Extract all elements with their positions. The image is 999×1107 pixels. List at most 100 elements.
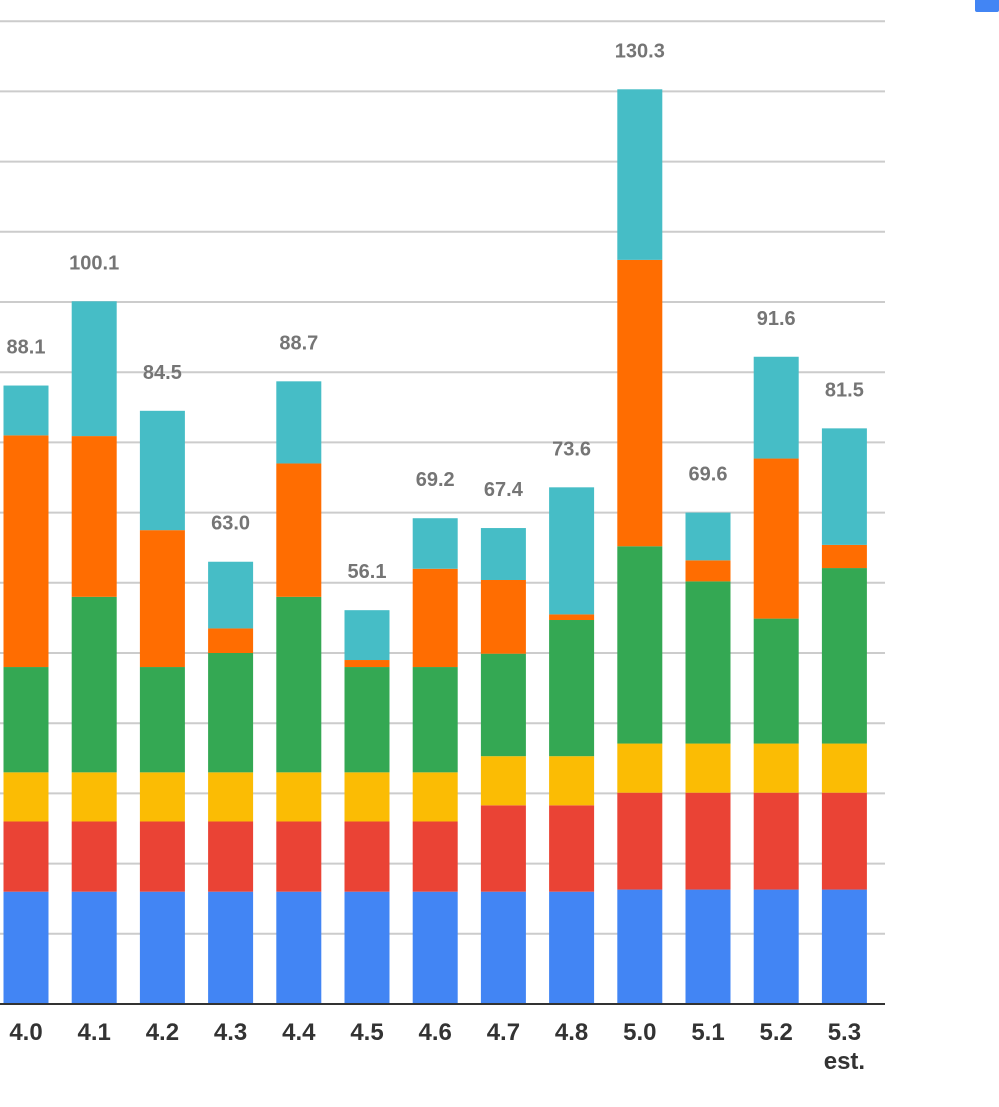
bar-segment-5.0-s6 — [617, 89, 663, 260]
x-tick-label-line: 5.2 — [760, 1019, 793, 1046]
bar-segment-4.6-s6 — [412, 518, 458, 569]
bar-segment-4.4-s3 — [276, 772, 322, 822]
bar-segment-5.3-s1 — [821, 889, 867, 1004]
bar-segment-4.0-s3 — [3, 772, 49, 822]
total-label-4.4: 88.7 — [279, 332, 318, 354]
x-tick-label-4.5: 4.5 — [350, 1019, 383, 1046]
x-tick-label-line: 4.3 — [214, 1019, 247, 1046]
bar-segment-5.0-s5 — [617, 259, 663, 547]
bar-segment-5.1-s6 — [685, 512, 731, 561]
bar-segment-4.7-s6 — [480, 528, 526, 580]
x-tick-label-4.6: 4.6 — [419, 1019, 452, 1046]
x-tick-label-line: 4.7 — [487, 1019, 520, 1046]
bar-segment-4.3-s3 — [208, 772, 254, 822]
bar-segment-5.2-s2 — [753, 792, 799, 890]
bar-segment-4.4-s6 — [276, 381, 322, 464]
x-tick-label-5.1: 5.1 — [691, 1019, 724, 1046]
x-tick-label-4.3: 4.3 — [214, 1019, 247, 1046]
bar-segment-4.8-s3 — [549, 756, 595, 806]
bar-segment-4.0-s6 — [3, 385, 49, 436]
bar-segment-4.6-s1 — [412, 891, 458, 1004]
legend-swatch — [975, 0, 999, 12]
total-label-4.5: 56.1 — [348, 561, 387, 583]
x-tick-label-5.3: 5.3 est. — [824, 1019, 865, 1075]
bar-segment-4.5-s1 — [344, 891, 390, 1004]
bar-segment-4.0-s4 — [3, 667, 49, 773]
bar-segment-4.8-s2 — [549, 805, 595, 892]
bar-segment-5.0-s3 — [617, 743, 663, 793]
bar-segment-5.1-s4 — [685, 581, 731, 744]
bar-segment-4.7-s4 — [480, 653, 526, 757]
bar-segment-4.2-s4 — [139, 667, 185, 773]
bars — [3, 89, 867, 1004]
x-tick-label-line: 4.8 — [555, 1019, 588, 1046]
bar-segment-4.5-s4 — [344, 667, 390, 773]
bar-segment-4.3-s4 — [208, 653, 254, 773]
bar-segment-4.3-s2 — [208, 821, 254, 892]
bar-segment-5.0-s2 — [617, 792, 663, 890]
total-label-5.2: 91.6 — [757, 308, 796, 330]
bar-segment-5.2-s1 — [753, 889, 799, 1004]
x-tick-label-4.2: 4.2 — [146, 1019, 179, 1046]
total-label-4.6: 69.2 — [416, 469, 455, 491]
bar-segment-4.4-s5 — [276, 463, 322, 597]
bar-segment-5.0-s1 — [617, 889, 663, 1004]
total-label-5.0: 130.3 — [615, 40, 665, 62]
bar-segment-4.3-s1 — [208, 891, 254, 1004]
total-label-5.3: 81.5 — [825, 379, 864, 401]
bar-segment-4.5-s3 — [344, 772, 390, 822]
x-tick-label-4.1: 4.1 — [78, 1019, 111, 1046]
bar-segment-4.2-s6 — [139, 410, 185, 531]
x-tick-label-line: 5.3 — [828, 1019, 861, 1046]
bar-segment-4.5-s2 — [344, 821, 390, 892]
x-tick-label-line: 5.0 — [623, 1019, 656, 1046]
x-tick-label-line: 4.6 — [419, 1019, 452, 1046]
bar-segment-4.8-s6 — [549, 487, 595, 615]
x-tick-label-line: 4.0 — [9, 1019, 42, 1046]
bar-segment-4.5-s5 — [344, 660, 390, 668]
bar-segment-4.0-s1 — [3, 891, 49, 1004]
bar-segment-5.3-s2 — [821, 792, 867, 890]
bar-segment-4.0-s2 — [3, 821, 49, 892]
total-labels: 88.1 100.1 84.5 63.0 88.7 56.1 69.2 67.4 73.6 130… — [7, 40, 864, 583]
bar-segment-4.1-s2 — [71, 821, 117, 892]
bar-segment-5.1-s3 — [685, 743, 731, 793]
bar-segment-4.6-s2 — [412, 821, 458, 892]
bar-segment-5.3-s3 — [821, 743, 867, 793]
bar-segment-4.6-s5 — [412, 568, 458, 668]
bar-segment-4.0-s5 — [3, 435, 49, 668]
bar-segment-4.7-s1 — [480, 891, 526, 1004]
bar-segment-4.7-s3 — [480, 756, 526, 806]
bar-segment-5.2-s5 — [753, 458, 799, 619]
bar-segment-4.3-s5 — [208, 628, 254, 653]
bar-segment-4.5-s6 — [344, 610, 390, 661]
total-label-5.1: 69.6 — [689, 464, 728, 486]
x-tick-label-line: 5.1 — [691, 1019, 724, 1046]
x-tick-label-4.8: 4.8 — [555, 1019, 588, 1046]
total-label-4.8: 73.6 — [552, 438, 591, 460]
bar-segment-4.1-s1 — [71, 891, 117, 1004]
bar-segment-4.7-s5 — [480, 579, 526, 654]
bar-segment-4.2-s2 — [139, 821, 185, 892]
x-tick-label-4.4: 4.4 — [282, 1019, 316, 1046]
bar-segment-4.8-s5 — [549, 614, 595, 621]
bar-segment-4.1-s5 — [71, 436, 117, 597]
bar-segment-5.1-s2 — [685, 792, 731, 890]
bar-segment-5.2-s4 — [753, 618, 799, 744]
bar-segment-4.1-s4 — [71, 596, 117, 773]
bar-segment-4.6-s3 — [412, 772, 458, 822]
bar-segment-4.8-s4 — [549, 620, 595, 757]
x-tick-label-4.7: 4.7 — [487, 1019, 520, 1046]
bar-segment-4.2-s3 — [139, 772, 185, 822]
bar-segment-4.1-s6 — [71, 301, 117, 437]
total-label-4.0: 88.1 — [7, 337, 46, 359]
bar-segment-5.3-s6 — [821, 428, 867, 545]
x-tick-label-line: 4.1 — [78, 1019, 111, 1046]
x-tick-label-5.2: 5.2 — [760, 1019, 793, 1046]
bar-segment-4.6-s4 — [412, 667, 458, 773]
bar-segment-4.1-s3 — [71, 772, 117, 822]
total-label-4.2: 84.5 — [143, 362, 182, 384]
bar-segment-5.1-s5 — [685, 560, 731, 582]
bar-segment-4.7-s2 — [480, 805, 526, 892]
bar-segment-4.3-s6 — [208, 561, 254, 629]
